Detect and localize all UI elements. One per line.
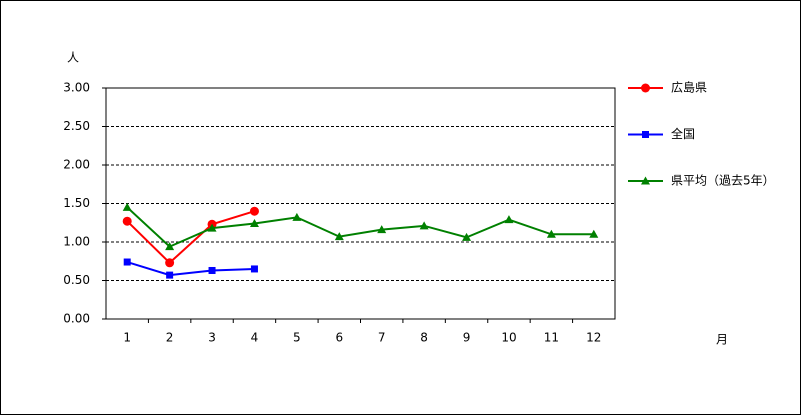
point xyxy=(292,212,302,221)
point xyxy=(642,131,649,138)
point xyxy=(462,232,472,241)
point xyxy=(123,258,131,266)
series-line xyxy=(126,210,255,265)
point xyxy=(419,221,429,230)
y-tick-label: 1.00 xyxy=(63,235,90,249)
point xyxy=(589,229,599,238)
x-tick-label: 8 xyxy=(420,331,428,345)
x-tick-label: 9 xyxy=(463,331,471,345)
point xyxy=(504,215,514,224)
point xyxy=(249,206,259,216)
x-tick-label: 4 xyxy=(251,331,259,345)
x-tick-label: 7 xyxy=(378,331,386,345)
point xyxy=(250,265,258,273)
point xyxy=(165,258,175,268)
y-tick-label: 2.00 xyxy=(63,158,90,172)
x-tick-label: 5 xyxy=(293,331,301,345)
y-tick-label: 3.00 xyxy=(63,81,90,95)
point xyxy=(249,219,259,228)
x-tick-label: 11 xyxy=(544,331,559,345)
x-tick-label: 1 xyxy=(123,331,131,345)
point xyxy=(122,216,132,226)
y-tick-label: 0.50 xyxy=(63,273,90,287)
x-tick-label: 2 xyxy=(166,331,174,345)
x-axis-label: 月 xyxy=(716,333,728,347)
legend-label: 全国 xyxy=(671,126,695,141)
legend-label: 広島県 xyxy=(671,80,707,95)
series-line xyxy=(126,261,255,277)
point xyxy=(546,229,556,238)
point xyxy=(641,83,650,93)
x-tick-label: 10 xyxy=(501,331,516,345)
y-axis-label: 人 xyxy=(67,51,79,65)
y-tick-label: 1.50 xyxy=(63,196,90,210)
point xyxy=(334,232,344,241)
point xyxy=(208,266,216,274)
y-tick-label: 2.50 xyxy=(63,119,90,133)
point xyxy=(207,223,217,232)
y-tick-label: 0.00 xyxy=(63,312,90,326)
x-tick-label: 3 xyxy=(208,331,216,345)
point xyxy=(165,242,175,251)
legend-label: 県平均（過去5年） xyxy=(671,174,775,188)
point xyxy=(641,176,650,185)
x-tick-label: 12 xyxy=(586,331,601,345)
series-line xyxy=(126,206,594,248)
point xyxy=(166,271,174,279)
x-tick-label: 6 xyxy=(335,331,343,345)
point xyxy=(377,225,387,234)
point xyxy=(122,202,132,211)
